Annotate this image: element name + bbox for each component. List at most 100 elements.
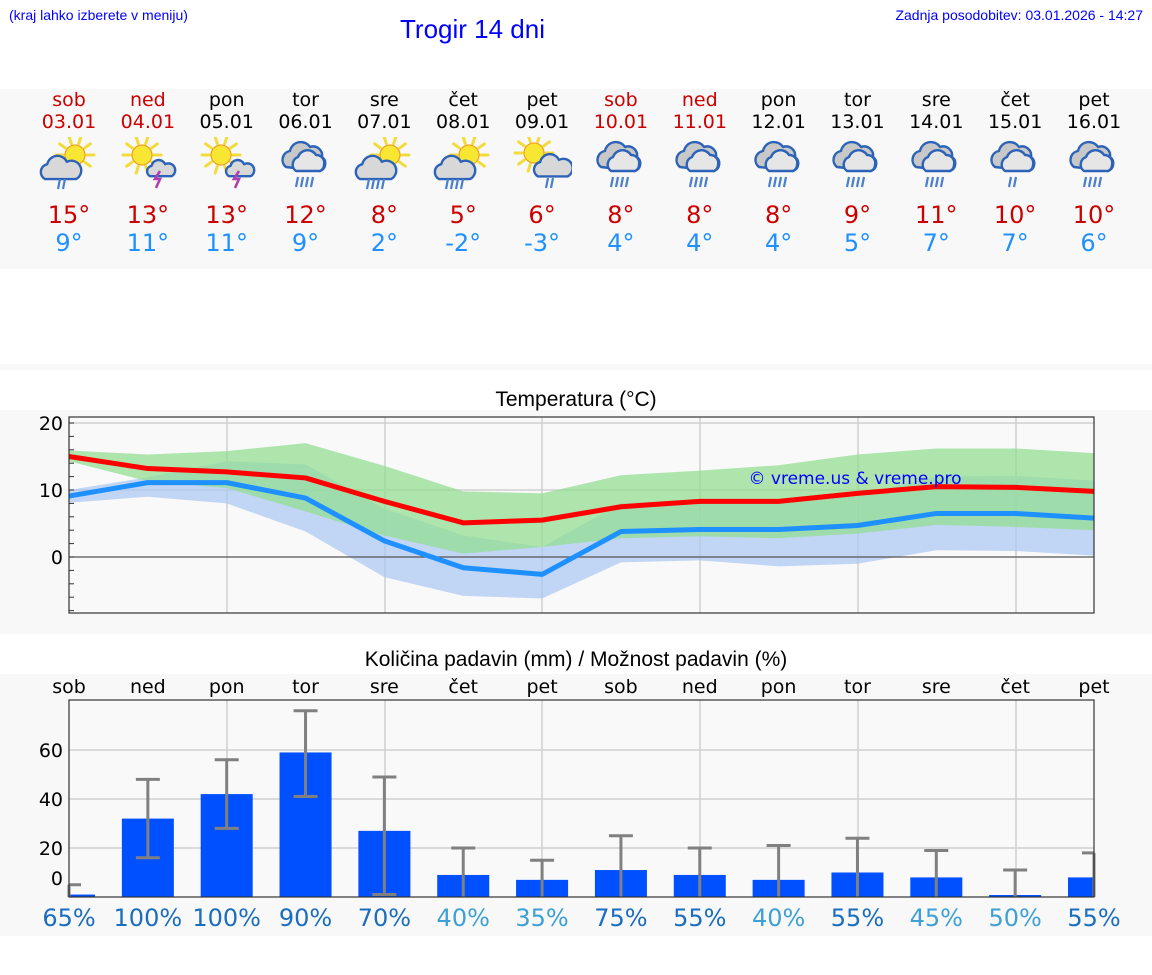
max-temp: 9°: [843, 201, 872, 229]
max-temp: 12°: [284, 201, 327, 229]
precip-probability: 65%: [42, 904, 95, 932]
heavy-rain-cloud-icon: [660, 133, 740, 201]
min-temp: 4°: [764, 229, 793, 257]
heavy-rain-cloud-icon: [739, 133, 819, 201]
y-tick-label: 20: [39, 413, 63, 435]
max-temp: 8°: [686, 201, 714, 229]
x-day-label: pet: [1078, 676, 1109, 698]
temperature-chart-title: Temperatura (°C): [495, 388, 657, 411]
day-date: 08.01: [436, 111, 491, 133]
max-temp: 6°: [528, 201, 556, 229]
menu-hint: (kraj lahko izberete v meniju): [9, 7, 188, 23]
day-name: ned: [681, 89, 718, 111]
forecast-day: tor 06.01 12° 9°: [266, 89, 346, 257]
watermark: © vreme.us & vreme.pro: [748, 469, 961, 489]
min-temp: 11°: [205, 229, 248, 257]
day-date: 09.01: [514, 111, 570, 133]
day-date: 12.01: [751, 111, 806, 133]
precip-probability: 55%: [831, 904, 884, 932]
day-date: 07.01: [357, 111, 412, 133]
day-date: 15.01: [987, 111, 1043, 133]
x-day-label: ned: [130, 676, 166, 698]
forecast-day: sre 07.01 8° 2°: [344, 89, 424, 257]
day-name: pon: [208, 89, 245, 111]
forecast-day: pet 16.01 10° 6°: [1054, 89, 1134, 257]
day-name: čet: [448, 89, 479, 111]
heavy-rain-cloud-icon: [1054, 133, 1134, 201]
forecast-day: pet 09.01 6° -3°: [502, 89, 582, 257]
min-temp: 5°: [843, 229, 872, 257]
heavy-rain-cloud-icon: [896, 133, 976, 201]
min-temp: 9°: [55, 229, 83, 257]
heavy-rain-cloud-icon: [581, 133, 661, 201]
light-rain-cloud-icon: [975, 133, 1055, 201]
day-name: sre: [369, 89, 399, 111]
y-tick-label: 40: [39, 789, 63, 811]
x-day-label: čet: [1000, 676, 1030, 698]
precip-chart-title: Količina padavin (mm) / Možnost padavin …: [364, 648, 788, 671]
day-date: 03.01: [41, 111, 97, 133]
x-day-label: sob: [52, 676, 86, 698]
day-date: 13.01: [830, 111, 885, 133]
y-tick-label: 60: [39, 740, 63, 762]
day-name: pet: [1078, 89, 1110, 111]
precip-probability: 50%: [988, 904, 1041, 932]
min-temp: 2°: [370, 229, 399, 257]
precip-probability: 40%: [752, 904, 805, 932]
day-date: 06.01: [278, 111, 333, 133]
x-day-label: čet: [448, 676, 478, 698]
heavy-rain-cloud-icon: [266, 133, 346, 201]
forecast-day: sob 10.01 8° 4°: [581, 89, 661, 257]
last-update: Zadnja posodobitev: 03.01.2026 - 14:27: [895, 7, 1143, 23]
sun-cloud-light-rain-icon: [502, 133, 582, 201]
x-day-label: pon: [761, 676, 797, 698]
precip-probability: 40%: [437, 904, 490, 932]
min-temp: 9°: [291, 229, 320, 257]
y-tick-label: 0: [51, 547, 63, 569]
y-tick-label: 20: [39, 838, 63, 860]
temperature-chart: 20 10 0 © vreme.us & vreme.pro: [39, 413, 1095, 614]
y-tick-label: 0: [51, 868, 63, 890]
max-temp: 11°: [915, 201, 958, 229]
x-day-label: ned: [682, 676, 718, 698]
precip-probability: 55%: [1067, 904, 1120, 932]
x-day-label: tor: [844, 676, 871, 698]
forecast-day: pon 05.01 13° 11°: [187, 89, 267, 257]
forecast-day: tor 13.01 9° 5°: [817, 89, 897, 257]
forecast-day: čet 08.01 5° -2°: [423, 89, 503, 257]
precip-probability: 75%: [594, 904, 647, 932]
min-temp: 11°: [126, 229, 170, 257]
min-temp: 7°: [1001, 229, 1029, 257]
precip-probability: 70%: [358, 904, 411, 932]
precip-bar: [69, 894, 95, 897]
day-name: sob: [604, 89, 638, 111]
precip-probability: 90%: [279, 904, 332, 932]
x-day-label: sob: [604, 676, 638, 698]
min-temp: -2°: [445, 229, 482, 257]
max-temp: 8°: [370, 201, 399, 229]
heavy-rain-cloud-icon: [817, 133, 897, 201]
sun-cloud-thunder-icon: [108, 133, 188, 201]
day-date: 04.01: [120, 111, 176, 133]
x-day-label: tor: [292, 676, 319, 698]
forecast-day: sob 03.01 15° 9°: [29, 89, 109, 257]
precip-probability: 35%: [515, 904, 568, 932]
min-temp: -3°: [524, 229, 561, 257]
day-name: tor: [292, 89, 319, 111]
y-tick-label: 10: [39, 480, 63, 502]
precip-probability: 55%: [673, 904, 726, 932]
day-name: čet: [1000, 89, 1030, 111]
max-temp: 8°: [764, 201, 793, 229]
forecast-day: čet 15.01 10° 7°: [975, 89, 1055, 257]
min-temp: 6°: [1080, 229, 1108, 257]
max-temp: 13°: [126, 201, 170, 229]
max-temp: 13°: [205, 201, 248, 229]
min-temp: 4°: [607, 229, 635, 257]
min-temp: 4°: [686, 229, 714, 257]
max-temp: 8°: [607, 201, 635, 229]
day-date: 05.01: [199, 111, 254, 133]
x-day-label: pet: [526, 676, 557, 698]
day-date: 11.01: [672, 111, 727, 133]
precip-bar: [1068, 877, 1094, 897]
min-temp: 7°: [922, 229, 950, 257]
